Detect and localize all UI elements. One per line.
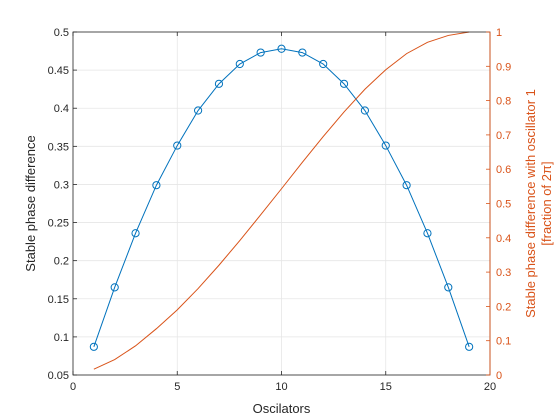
ticks (72, 31, 491, 376)
y-tick-label-right: 0.5 (496, 199, 511, 211)
y-axis-title-right-line1: Stable phase difference with oscillator … (523, 89, 538, 318)
y-tick-label-left: 0.25 (48, 218, 69, 230)
series-0-point-17 (444, 283, 453, 292)
series-0-point-9 (277, 44, 286, 53)
x-tick-label: 5 (174, 381, 180, 393)
series-layer (89, 31, 474, 370)
x-tick-label: 15 (380, 381, 392, 393)
series-0-point-11 (319, 59, 328, 69)
series-0-point-7 (235, 59, 244, 69)
y-tick-label-left: 0.2 (54, 256, 69, 268)
y-tick-label-left: 0.3 (54, 179, 69, 191)
y-tick-label-right: 0.4 (496, 233, 511, 245)
series-0-point-15 (402, 181, 411, 190)
y-axis-title-right-line2: [fraction of 2π] (539, 161, 554, 245)
tick-labels: 0 5 10 15 200.050.10.150.20.250.30.350.40.45… (48, 27, 512, 393)
series-0-point-14 (381, 141, 390, 150)
y-tick-label-left: 0.15 (48, 294, 69, 306)
series-0-point-2 (131, 229, 140, 238)
y-tick-label-left: 0.1 (54, 332, 69, 344)
y-tick-label-left: 0.45 (48, 65, 69, 77)
series-0-point-1 (110, 283, 119, 292)
y-tick-label-right: 0.3 (496, 267, 511, 279)
y-tick-label-left: 0.05 (48, 370, 69, 382)
y-tick-label-left: 0.4 (54, 103, 69, 115)
series-0-point-3 (152, 181, 161, 190)
y-tick-label-right: 0 (496, 370, 502, 382)
series-0-point-12 (339, 79, 349, 88)
series-0-point-10 (298, 48, 307, 57)
y-tick-label-right: 0.2 (496, 301, 511, 313)
series-0-point-16 (423, 229, 432, 238)
series-0-point-18 (465, 342, 474, 351)
series-0-point-8 (256, 48, 265, 57)
series-0-point-0 (89, 342, 98, 351)
y-tick-label-right: 1 (496, 27, 502, 39)
series-line-0 (93, 48, 470, 347)
series-0-point-13 (360, 106, 369, 115)
y-tick-label-right: 0.6 (496, 164, 511, 176)
x-axis-title: Oscilators (253, 401, 311, 416)
y-tick-label-right: 0.8 (496, 96, 511, 108)
series-0-point-4 (173, 141, 182, 150)
y-tick-label-left: 0.5 (54, 27, 69, 39)
y-tick-label-right: 0.1 (496, 336, 511, 348)
series-line-1 (93, 31, 470, 370)
y-tick-label-right: 0.7 (496, 130, 511, 142)
x-tick-label: 20 (484, 381, 496, 393)
y-tick-label-left: 0.35 (48, 141, 69, 153)
series-0-point-5 (194, 106, 203, 115)
x-tick-label: 10 (275, 381, 287, 393)
y-tick-label-right: 0.9 (496, 61, 511, 73)
series-0-point-6 (214, 79, 224, 88)
x-tick-label: 0 (70, 381, 76, 393)
y-axis-title-left: Stable phase difference (23, 135, 38, 271)
